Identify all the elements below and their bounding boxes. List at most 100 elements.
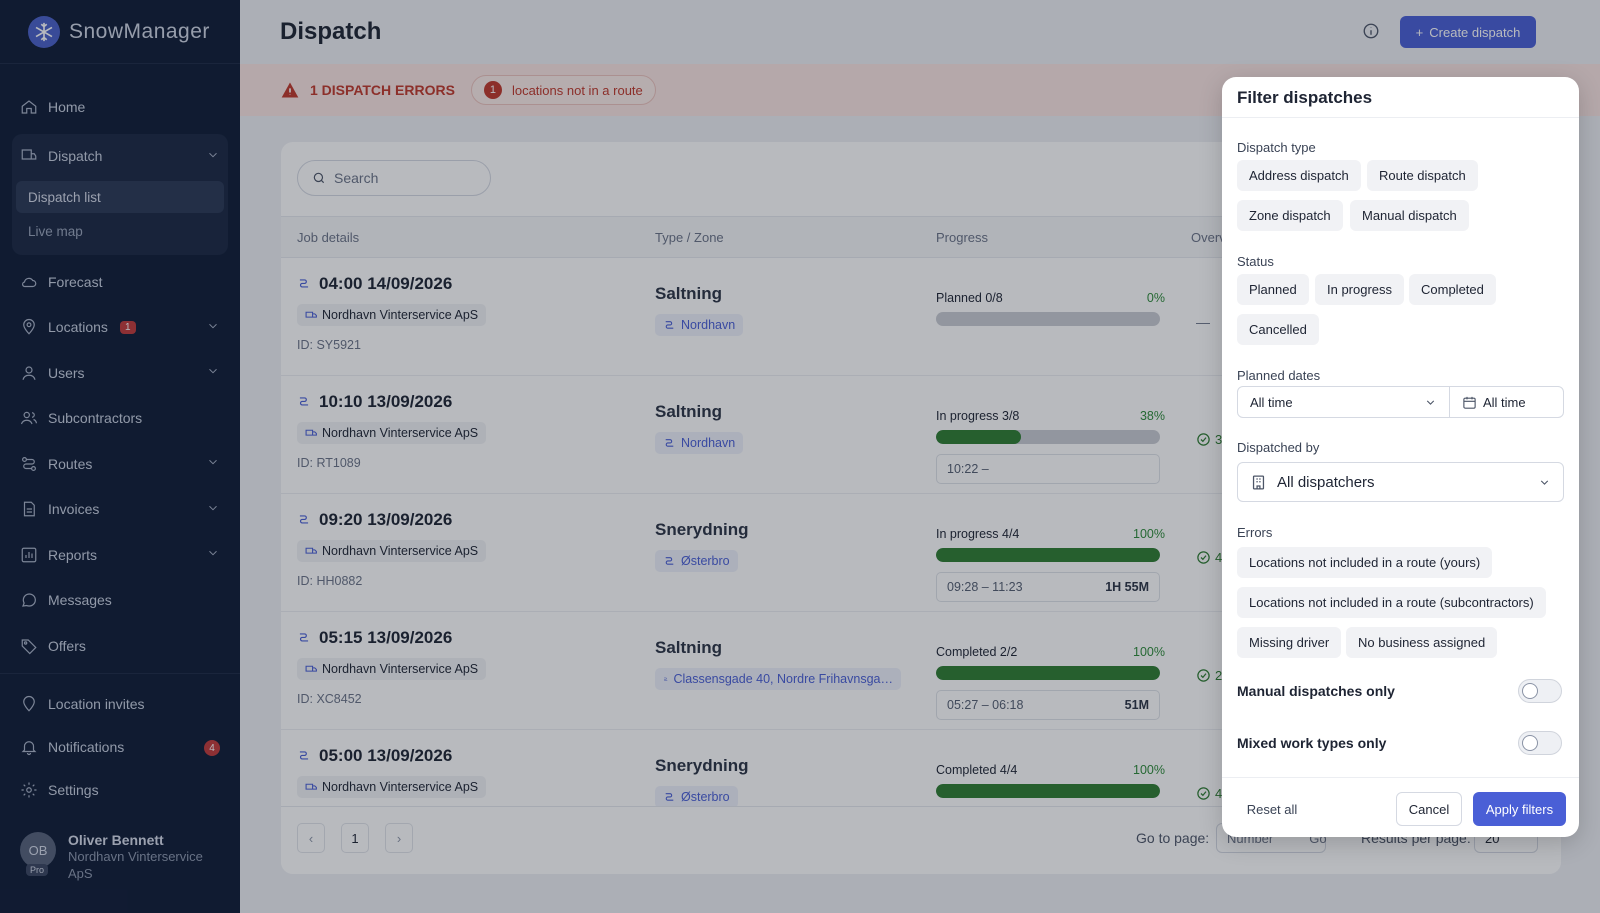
chip-in-progress[interactable]: In progress [1315,274,1405,305]
check-circle-icon [1197,433,1210,446]
chip-cancelled[interactable]: Cancelled [1237,314,1319,345]
overview-cell: 3 [1196,432,1222,447]
chip-planned[interactable]: Planned [1237,274,1309,305]
logo[interactable]: SnowManager [0,0,240,64]
work-type: Saltning [655,638,723,657]
divider [1222,777,1579,778]
search-input[interactable]: Search [297,160,491,196]
chip-no-business-assigned[interactable]: No business assigned [1346,627,1498,658]
progress-percent: 100% [1133,763,1165,777]
create-dispatch-button[interactable]: + Create dispatch [1400,16,1536,48]
zone-tag[interactable]: Nordhavn [655,432,744,454]
chevron-up-icon [206,148,220,165]
zone-icon [665,792,674,801]
sidebar-subitem-dispatch-list[interactable]: Dispatch list [16,181,224,213]
progress-bar [936,784,1160,798]
chevron-down-icon [1426,399,1435,405]
chip-route-dispatch[interactable]: Route dispatch [1367,160,1478,191]
progress-bar [936,666,1160,680]
zone-tag[interactable]: Østerbro [655,550,738,572]
job-id: ID: XC8452 [297,692,362,706]
next-page-button[interactable]: › [385,823,413,853]
sidebar-item-offers[interactable]: Offers [12,623,228,669]
chip-completed[interactable]: Completed [1409,274,1496,305]
prev-page-button[interactable]: ‹ [297,823,325,853]
sidebar-item-dispatch[interactable]: Dispatch [12,134,228,180]
dispatch-type-label: Dispatch type [1237,140,1316,155]
sidebar-item-label: Forecast [48,273,103,290]
sidebar-subitem-live-map[interactable]: Live map [28,223,83,239]
error-count: 1 [483,81,502,99]
work-type: Saltning [655,284,723,303]
cancel-button[interactable]: Cancel [1396,792,1462,826]
reset-all-button[interactable]: Reset all [1246,801,1298,817]
sidebar-item-notifications[interactable]: Notifications 4 [12,725,228,768]
chip-not-in-route-yours[interactable]: Locations not included in a route (yours… [1237,547,1493,578]
sidebar-item-invoices[interactable]: Invoices [12,487,228,533]
sidebar-item-subcontractors[interactable]: Subcontractors [12,396,228,442]
user-org: Nordhavn Vinterservice ApS [68,849,203,881]
table-row[interactable]: 04:00 14/09/2026 Nordhavn Vinterservice A… [281,258,1561,376]
work-type: Saltning [655,402,723,421]
tag-icon [21,639,37,655]
progress-label: In progress 3/8 [936,409,1020,423]
message-icon [22,593,36,607]
progress-fill [936,548,1160,562]
chip-address-dispatch[interactable]: Address dispatch [1237,160,1361,191]
goto-label: Go to page: [1136,830,1210,846]
error-pill[interactable]: 1 locations not in a route [470,75,656,105]
snowflake-icon [28,15,60,48]
progress-label: Planned 0/8 [936,291,1003,305]
sidebar-item-messages[interactable]: Messages [12,578,228,624]
manual-only-toggle[interactable] [1518,679,1562,703]
route-icon [299,279,309,288]
progress-percent: 100% [1133,527,1165,541]
date-range-value: All time [1250,394,1293,410]
calendar-button[interactable]: All time [1450,395,1526,410]
sidebar-item-label: Invoices [48,501,100,518]
table-row[interactable]: 09:20 13/09/2026 Nordhavn Vinterservice A… [281,494,1561,612]
sidebar-item-location-invites[interactable]: Location invites [12,682,228,725]
sidebar-item-home[interactable]: Home [12,84,228,130]
sidebar-item-label: Notifications [48,738,125,755]
chip-zone-dispatch[interactable]: Zone dispatch [1237,200,1343,231]
table-row[interactable]: 05:15 13/09/2026 Nordhavn Vinterservice A… [281,612,1561,730]
user-profile[interactable]: OB Pro Oliver Bennett Nordhavn Vinterser… [20,832,208,882]
sidebar-item-label: Reports [48,546,98,563]
chip-missing-driver[interactable]: Missing driver [1237,627,1342,658]
sidebar: SnowManager Home Dispatch Dispatch list … [0,0,240,913]
work-type: Snerydning [655,520,749,539]
sidebar-item-routes[interactable]: Routes [12,441,228,487]
sidebar-item-reports[interactable]: Reports [12,532,228,578]
zone-tag[interactable]: Nordhavn [655,314,744,336]
sidebar-item-label: Home [48,98,86,115]
sidebar-item-users[interactable]: Users [12,350,228,396]
plan-badge: Pro [26,864,49,876]
chip-not-in-route-subcontractors[interactable]: Locations not included in a route (subco… [1237,587,1546,618]
zone-name: Nordhavn [681,436,736,450]
info-icon[interactable] [1362,22,1380,43]
date-range-select[interactable]: All time [1238,387,1450,417]
table-row[interactable]: 10:10 13/09/2026 Nordhavn Vinterservice A… [281,376,1561,494]
dispatch-icon [21,149,37,160]
job-time: 05:00 13/09/2026 [297,746,452,766]
page-number-button[interactable]: 1 [341,823,369,853]
dispatched-by-value: All dispatchers [1277,473,1375,491]
sidebar-item-forecast[interactable]: Forecast [12,259,228,305]
job-time-text: 10:10 13/09/2026 [319,392,453,411]
mixed-only-toggle[interactable] [1518,731,1562,755]
zone-tag[interactable]: Classensgade 40, Nordre Frihavnsga… [655,668,901,690]
header-overview: Overv [1191,229,1226,245]
pagination: ‹ 1 › Go to page: Number Go Results per … [281,806,1561,874]
dispatched-by-select[interactable]: All dispatchers [1237,462,1564,502]
zone-tag[interactable]: Østerbro [655,786,738,808]
check-circle-icon [1197,787,1210,800]
sidebar-item-label: Routes [48,455,93,472]
chip-manual-dispatch[interactable]: Manual dispatch [1350,200,1469,231]
sidebar-item-settings[interactable]: Settings [12,768,228,811]
apply-filters-button[interactable]: Apply filters [1473,792,1566,826]
zone-icon [664,677,668,681]
sidebar-item-locations[interactable]: Locations 1 [12,305,228,351]
planned-dates-label: Planned dates [1237,368,1321,383]
job-time: 04:00 14/09/2026 [297,274,452,294]
